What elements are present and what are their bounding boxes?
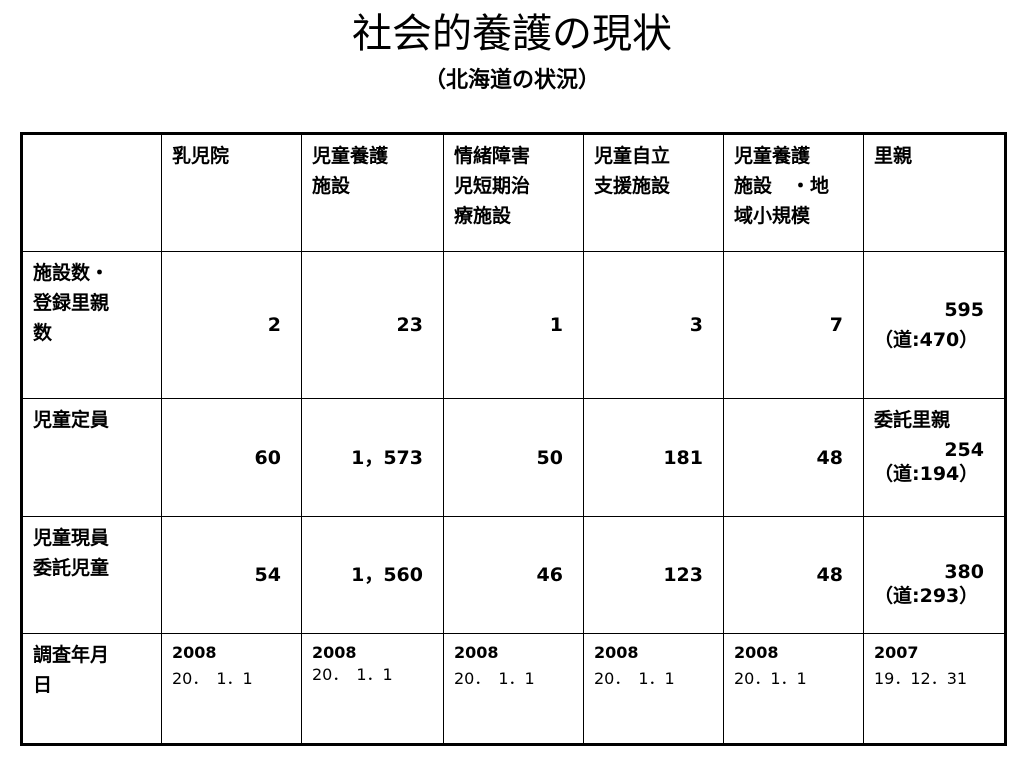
header-cell: 里親 [863, 133, 1006, 252]
survey-date: 19．12．31 [874, 669, 968, 688]
value-cell: 1，573 [301, 398, 444, 517]
survey-date: 20．1．1 [734, 669, 807, 688]
social-care-table: 乳児院 児童養護 施設 情緒障害 児短期治 療施設 児童自立 支援施設 児童養護… [20, 132, 1007, 746]
hokkaido-value: （道:293） [874, 585, 979, 607]
value-cell: 181 [583, 398, 724, 517]
date-cell: 2007 19．12．31 [863, 633, 1006, 745]
header-cell: 乳児院 [161, 133, 302, 252]
survey-date: 20． 1．1 [312, 665, 393, 684]
survey-year: 2008 [312, 643, 357, 662]
value-cell: 23 [301, 251, 444, 399]
value-cell: 3 [583, 251, 724, 399]
survey-date: 20． 1．1 [172, 669, 253, 688]
page-subtitle: （北海道の状況） [423, 68, 600, 93]
header-cell: 児童自立 支援施設 [583, 133, 724, 252]
row-label: 施設数・ 登録里親 数 [21, 251, 162, 399]
hokkaido-value: （道:470） [874, 329, 979, 351]
survey-date: 20． 1．1 [454, 669, 535, 688]
value-cell: 60 [161, 398, 302, 517]
header-cell-empty [21, 133, 162, 252]
foster-cell: 595 （道:470） [863, 251, 1006, 399]
foster-note: 委託里親 [874, 409, 951, 431]
value-cell: 123 [583, 516, 724, 634]
foster-cell: 380 （道:293） [863, 516, 1006, 634]
foster-value: 380 [944, 561, 984, 583]
survey-year: 2008 [734, 643, 779, 662]
header-cell: 情緒障害 児短期治 療施設 [443, 133, 584, 252]
table-row: 児童定員 60 1，573 50 181 48 委託里親 254 （道:194） [21, 398, 1006, 517]
foster-cell: 委託里親 254 （道:194） [863, 398, 1006, 517]
value-cell: 54 [161, 516, 302, 634]
date-cell: 2008 20．1．1 [723, 633, 864, 745]
page-title: 社会的養護の現状 [352, 11, 672, 57]
survey-year: 2008 [172, 643, 217, 662]
date-cell: 2008 20． 1．1 [583, 633, 724, 745]
survey-year: 2007 [874, 643, 919, 662]
value-cell: 2 [161, 251, 302, 399]
foster-value: 595 [944, 299, 984, 321]
survey-year: 2008 [454, 643, 499, 662]
survey-date-row: 調査年月 日 2008 20． 1．1 2008 20． 1．1 2008 20． 1… [21, 633, 1006, 745]
survey-date: 20． 1．1 [594, 669, 675, 688]
value-cell: 48 [723, 398, 864, 517]
value-cell: 1，560 [301, 516, 444, 634]
date-cell: 2008 20． 1．1 [301, 633, 444, 745]
header-row: 乳児院 児童養護 施設 情緒障害 児短期治 療施設 児童自立 支援施設 児童養護… [21, 133, 1006, 252]
row-label: 児童定員 [21, 398, 162, 517]
header-cell: 児童養護 施設 [301, 133, 444, 252]
date-cell: 2008 20． 1．1 [443, 633, 584, 745]
value-cell: 46 [443, 516, 584, 634]
table-row: 施設数・ 登録里親 数 2 23 1 3 7 595 （道:470） [21, 251, 1006, 399]
date-cell: 2008 20． 1．1 [161, 633, 302, 745]
hokkaido-value: （道:194） [874, 463, 979, 485]
foster-value: 254 [944, 439, 984, 461]
value-cell: 48 [723, 516, 864, 634]
row-label: 調査年月 日 [21, 633, 162, 745]
row-label: 児童現員 委託児童 [21, 516, 162, 634]
value-cell: 7 [723, 251, 864, 399]
survey-year: 2008 [594, 643, 639, 662]
header-cell: 児童養護 施設 ・地 域小規模 [723, 133, 864, 252]
value-cell: 1 [443, 251, 584, 399]
value-cell: 50 [443, 398, 584, 517]
table-row: 児童現員 委託児童 54 1，560 46 123 48 380 （道:293） [21, 516, 1006, 634]
